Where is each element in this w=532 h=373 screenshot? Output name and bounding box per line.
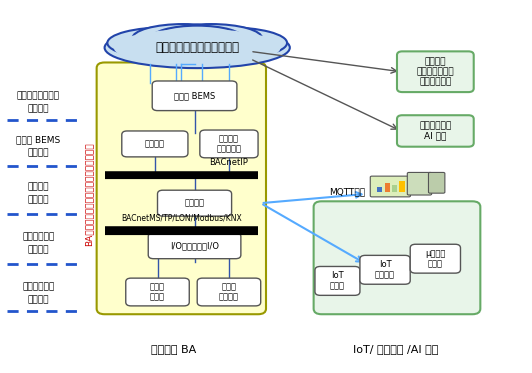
- Text: ローカル
データ蓄積: ローカル データ蓄積: [217, 134, 242, 154]
- Text: センサ、設備: センサ、設備: [22, 282, 55, 291]
- Text: IoT
センサ: IoT センサ: [330, 271, 345, 291]
- FancyBboxPatch shape: [122, 131, 188, 157]
- FancyBboxPatch shape: [397, 51, 473, 92]
- Text: IoT
制御機器: IoT 制御機器: [375, 260, 395, 279]
- FancyBboxPatch shape: [428, 172, 445, 193]
- FancyBboxPatch shape: [126, 278, 189, 306]
- FancyBboxPatch shape: [314, 201, 480, 314]
- Text: 従来型 BEMS: 従来型 BEMS: [16, 136, 61, 145]
- Text: BACnetMS/TP/LON/Modbus/KNX: BACnetMS/TP/LON/Modbus/KNX: [121, 213, 242, 222]
- FancyBboxPatch shape: [370, 176, 411, 197]
- Text: BACnetIP: BACnetIP: [210, 158, 248, 167]
- FancyBboxPatch shape: [408, 172, 431, 195]
- Text: レイヤー: レイヤー: [28, 245, 49, 254]
- FancyBboxPatch shape: [97, 62, 266, 314]
- Bar: [377, 186, 383, 192]
- Text: 従来型
センサ: 従来型 センサ: [150, 282, 165, 302]
- Text: IoT/ クラウド /AI 構成: IoT/ クラウド /AI 構成: [353, 344, 438, 354]
- Text: レイヤー: レイヤー: [28, 104, 49, 113]
- Bar: [400, 181, 405, 192]
- Text: 従来型
設備機器: 従来型 設備機器: [219, 282, 239, 302]
- Ellipse shape: [132, 24, 234, 52]
- Text: 監視制御: 監視制御: [145, 140, 165, 148]
- FancyBboxPatch shape: [360, 256, 410, 284]
- FancyBboxPatch shape: [152, 81, 237, 111]
- Text: I/O、リモートI/O: I/O、リモートI/O: [170, 241, 219, 250]
- Text: ビッグデータ
AI 分析: ビッグデータ AI 分析: [419, 121, 452, 141]
- Text: セキュアクラウド: セキュアクラウド: [17, 91, 60, 100]
- FancyBboxPatch shape: [148, 233, 241, 259]
- Bar: [385, 183, 390, 192]
- Text: μエッジ
サーバ: μエッジ サーバ: [425, 249, 445, 269]
- FancyBboxPatch shape: [397, 115, 473, 147]
- FancyBboxPatch shape: [410, 244, 461, 273]
- FancyBboxPatch shape: [315, 266, 360, 295]
- Ellipse shape: [107, 27, 228, 59]
- Ellipse shape: [105, 27, 290, 68]
- Text: 従来型の BA: 従来型の BA: [151, 344, 196, 354]
- Text: 制御機器: 制御機器: [185, 199, 205, 208]
- FancyBboxPatch shape: [157, 190, 231, 216]
- Text: セキュアインターネット網: セキュアインターネット網: [155, 41, 239, 54]
- Text: 従来型 BEMS: 従来型 BEMS: [174, 91, 215, 100]
- FancyBboxPatch shape: [197, 278, 261, 306]
- Text: レイヤー: レイヤー: [28, 149, 49, 158]
- Text: ローカル制御: ローカル制御: [22, 232, 55, 241]
- Text: レイヤー: レイヤー: [28, 295, 49, 304]
- Ellipse shape: [167, 27, 287, 59]
- Text: BAのオープン化（相互接続）は必須条件: BAのオープン化（相互接続）は必須条件: [84, 142, 93, 246]
- Text: レイヤー: レイヤー: [28, 195, 49, 204]
- Text: セキュア
データセンター
ビッグデータ: セキュア データセンター ビッグデータ: [417, 57, 454, 87]
- Ellipse shape: [151, 26, 244, 52]
- Text: 監視制御: 監視制御: [28, 182, 49, 191]
- FancyBboxPatch shape: [200, 130, 258, 158]
- Text: MQTT通信: MQTT通信: [329, 188, 365, 197]
- Ellipse shape: [160, 24, 262, 52]
- Ellipse shape: [114, 29, 280, 66]
- Bar: [392, 185, 397, 192]
